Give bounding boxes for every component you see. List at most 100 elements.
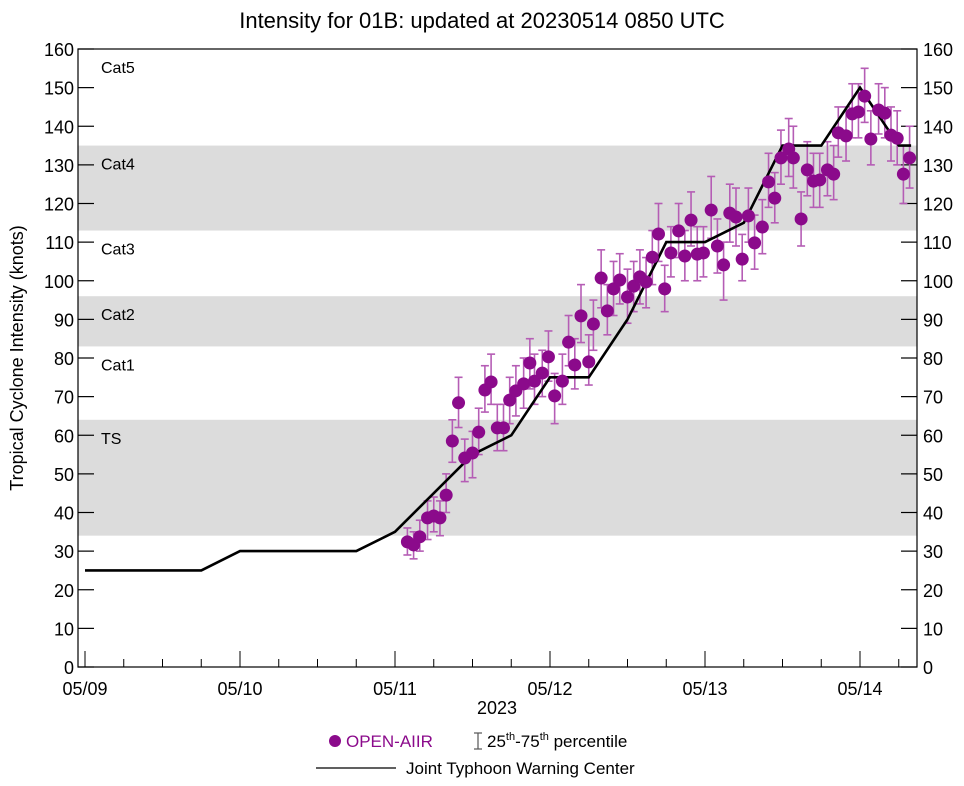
openaiir-point xyxy=(548,389,562,403)
openaiir-point xyxy=(696,246,710,260)
y-tick-label-right: 160 xyxy=(923,40,953,60)
openaiir-point xyxy=(896,167,910,181)
y-tick-label-left: 20 xyxy=(54,581,74,601)
openaiir-point xyxy=(735,252,749,266)
openaiir-point xyxy=(568,358,582,372)
jtwc-line xyxy=(85,85,912,572)
y-tick-label-right: 0 xyxy=(923,658,933,678)
openaiir-points xyxy=(400,89,917,552)
y-tick-label-left: 50 xyxy=(54,465,74,485)
y-tick-label-left: 60 xyxy=(54,426,74,446)
category-label-cat4: Cat4 xyxy=(101,157,135,174)
y-tick-label-right: 150 xyxy=(923,79,953,99)
openaiir-point xyxy=(452,396,466,410)
y-tick-label-right: 110 xyxy=(923,233,952,253)
y-tick-label-right: 100 xyxy=(923,272,953,292)
y-tick-label-right: 30 xyxy=(923,542,943,562)
x-tick-label: 05/13 xyxy=(682,679,727,699)
openaiir-point xyxy=(541,350,555,364)
y-tick-label-left: 160 xyxy=(44,40,74,60)
openaiir-point xyxy=(704,203,718,217)
y-axis-left: 0 10 20 30 40 50 60 70 80 90 100 110 120 130 140 150 160 xyxy=(44,40,94,678)
openaiir-point xyxy=(586,317,600,331)
openaiir-point xyxy=(878,106,892,120)
openaiir-point xyxy=(413,530,427,544)
openaiir-point xyxy=(621,290,634,304)
openaiir-point xyxy=(466,446,479,460)
openaiir-point xyxy=(729,210,743,224)
openaiir-point xyxy=(710,239,724,253)
openaiir-point xyxy=(762,175,776,189)
openaiir-point xyxy=(439,488,453,502)
openaiir-point xyxy=(664,246,678,260)
openaiir-point xyxy=(652,227,665,241)
openaiir-point xyxy=(582,355,596,369)
openaiir-point xyxy=(774,151,788,165)
y-tick-label-left: 0 xyxy=(64,658,74,678)
legend-errorbar-icon xyxy=(474,732,482,750)
category-label-cat3: Cat3 xyxy=(101,242,135,259)
y-tick-label-right: 120 xyxy=(923,195,953,215)
openaiir-point xyxy=(794,212,808,226)
y-tick-label-right: 80 xyxy=(923,349,943,369)
openaiir-point xyxy=(748,236,762,250)
legend-openaiir-label: OPEN-AIIR xyxy=(346,732,433,751)
x-tick-label: 05/12 xyxy=(527,679,572,699)
category-labels: TS Cat1 Cat2 Cat3 Cat4 Cat5 xyxy=(101,60,135,448)
y-tick-label-left: 30 xyxy=(54,542,74,562)
x-tick-label: 05/09 xyxy=(62,679,107,699)
openaiir-point xyxy=(858,89,872,103)
openaiir-point xyxy=(786,151,800,165)
openaiir-point xyxy=(517,377,531,391)
openaiir-point xyxy=(523,356,537,370)
legend-percentile-label: 25th-75th percentile xyxy=(487,731,627,751)
openaiir-point xyxy=(645,250,659,264)
y-tick-label-right: 60 xyxy=(923,426,943,446)
openaiir-point xyxy=(851,105,865,119)
y-tick-label-right: 90 xyxy=(923,310,943,330)
openaiir-point xyxy=(672,224,686,238)
y-tick-label-left: 120 xyxy=(44,195,74,215)
openaiir-point xyxy=(741,209,755,223)
y-tick-label-right: 50 xyxy=(923,465,943,485)
openaiir-point xyxy=(839,129,853,143)
openaiir-point xyxy=(613,273,627,287)
x-tick-label: 05/14 xyxy=(837,679,882,699)
openaiir-point xyxy=(594,271,608,285)
legend-openaiir-marker xyxy=(329,735,341,747)
y-tick-label-right: 20 xyxy=(923,581,943,601)
y-tick-label-left: 10 xyxy=(54,619,74,639)
category-label-cat5: Cat5 xyxy=(101,60,135,77)
y-tick-label-right: 130 xyxy=(923,156,953,176)
openaiir-point xyxy=(813,173,827,187)
openaiir-point xyxy=(497,421,510,435)
y-tick-label-right: 140 xyxy=(923,117,953,137)
openaiir-point xyxy=(503,393,517,407)
openaiir-point xyxy=(658,282,672,296)
category-bands xyxy=(78,145,917,536)
y-tick-label-left: 110 xyxy=(45,233,74,253)
y-tick-label-left: 150 xyxy=(44,79,74,99)
openaiir-point xyxy=(472,425,486,439)
openaiir-point xyxy=(639,275,653,289)
x-tick-label: 05/10 xyxy=(217,679,262,699)
category-label-cat2: Cat2 xyxy=(101,307,135,324)
y-tick-label-left: 80 xyxy=(54,349,74,369)
openaiir-point xyxy=(903,151,917,165)
y-tick-label-right: 10 xyxy=(923,619,943,639)
y-tick-label-right: 40 xyxy=(923,504,943,524)
y-tick-label-left: 140 xyxy=(44,117,74,137)
x-axis: 05/09 05/10 05/11 05/12 05/13 05/14 xyxy=(62,651,900,699)
x-tick-label: 05/11 xyxy=(373,679,417,699)
openaiir-point xyxy=(574,309,588,323)
chart-title: Intensity for 01B: updated at 20230514 0… xyxy=(239,8,725,33)
y-tick-label-left: 130 xyxy=(44,156,74,176)
openaiir-point xyxy=(678,249,692,263)
plot-frame xyxy=(77,48,918,668)
openaiir-point xyxy=(717,258,731,272)
openaiir-point xyxy=(555,374,569,388)
openaiir-point xyxy=(600,304,614,318)
openaiir-point xyxy=(768,191,782,205)
openaiir-point xyxy=(684,213,698,227)
